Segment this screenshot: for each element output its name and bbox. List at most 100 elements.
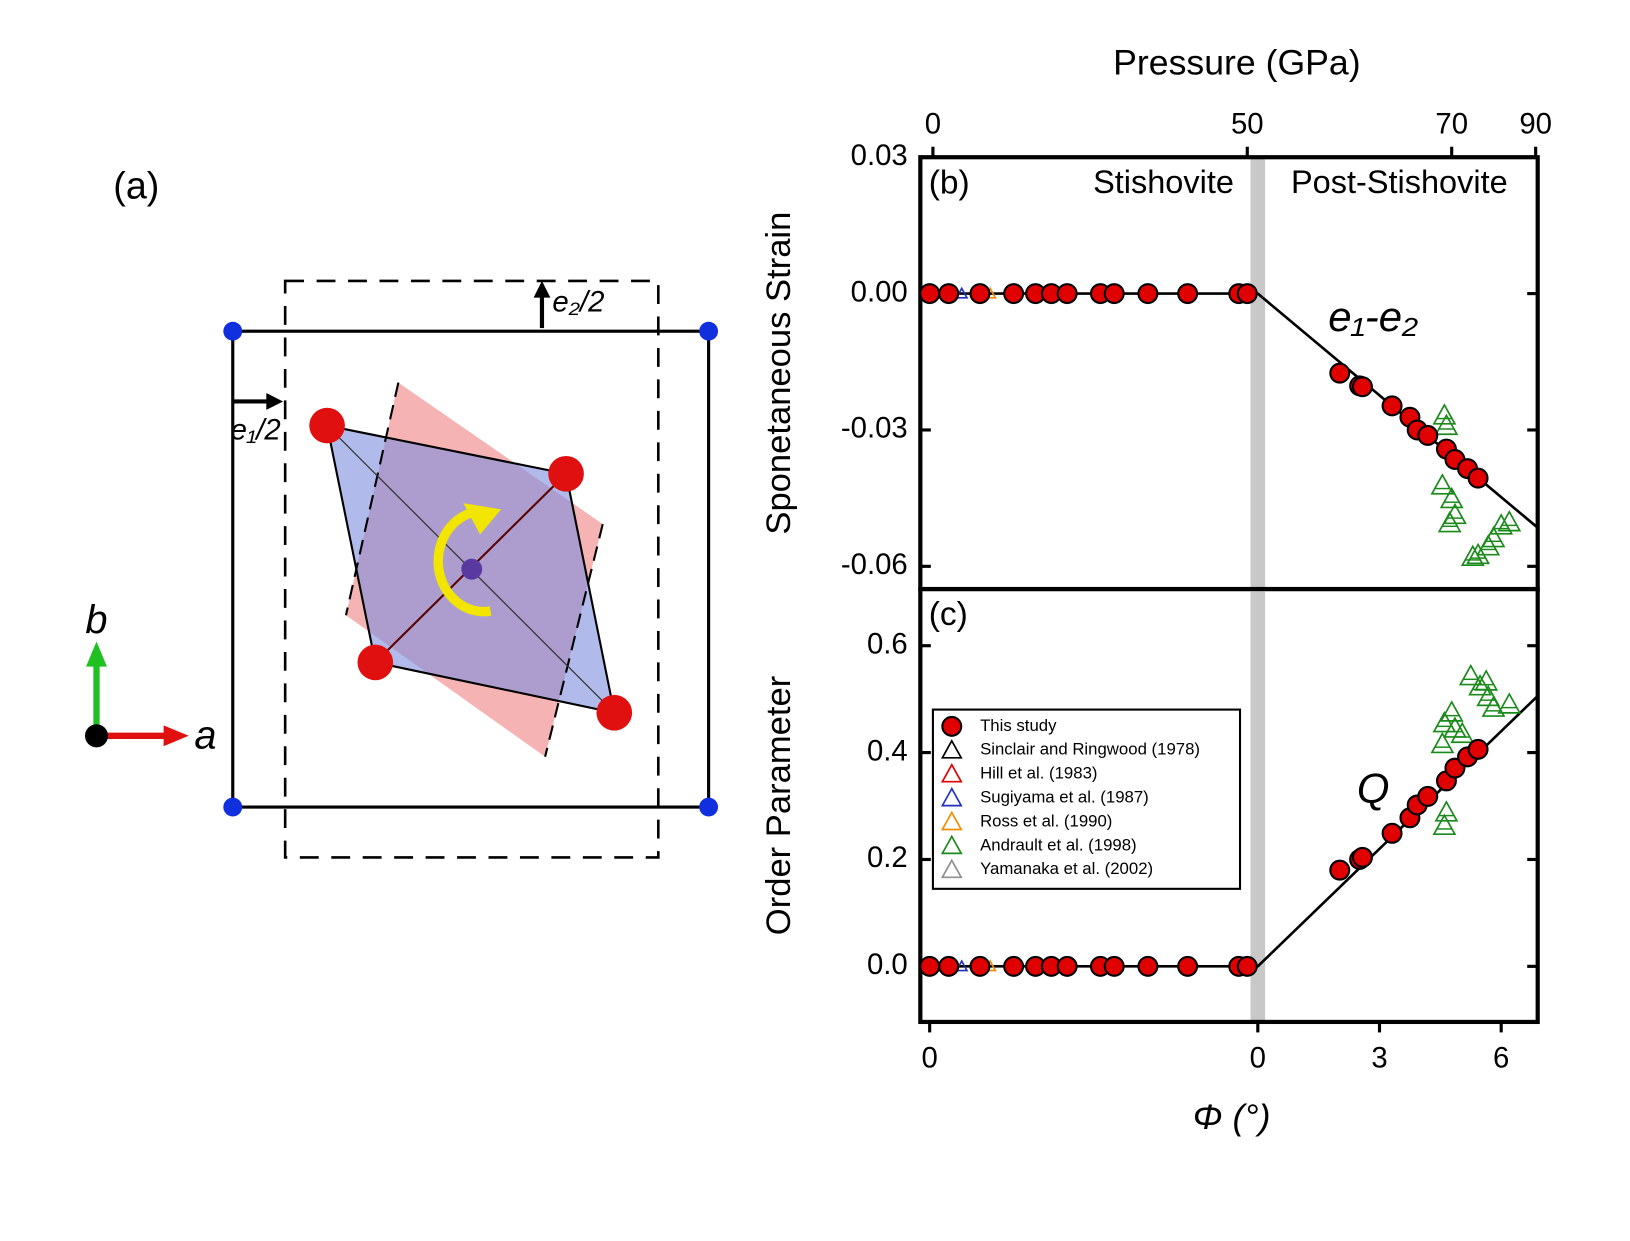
x-tick-label: 50 — [1231, 108, 1264, 141]
axis-label: a — [194, 713, 216, 757]
y-tick-label: 0.2 — [867, 841, 908, 874]
legend-label: This study — [980, 716, 1057, 735]
o-atom — [357, 644, 394, 681]
data-point — [1430, 473, 1455, 495]
data-point — [1329, 362, 1351, 384]
data-point — [1497, 510, 1522, 532]
data-point — [1137, 955, 1159, 977]
y-tick-label: 0.6 — [867, 627, 908, 660]
strained-cell — [283, 279, 660, 859]
x-tick-label: 6 — [1493, 1041, 1509, 1074]
strain-label: e₁/2 — [231, 414, 281, 447]
plot-frame — [918, 155, 1540, 592]
data-point — [1056, 283, 1078, 305]
data-point — [1236, 283, 1258, 305]
legend-label: Yamanaka et al. (2002) — [980, 859, 1153, 878]
legend-label: Ross et al. (1990) — [980, 811, 1112, 830]
fit-line — [929, 292, 1539, 529]
data-point — [1430, 731, 1455, 754]
data-point — [1329, 859, 1351, 881]
region-label: Post-Stishovite — [1291, 164, 1508, 200]
panel-label: (b) — [929, 164, 970, 201]
legend-marker — [940, 762, 963, 783]
legend-label: Andrault et al. (1998) — [980, 835, 1137, 854]
data-point — [1458, 663, 1483, 686]
data-point — [1468, 674, 1493, 696]
data-point — [1177, 955, 1199, 977]
data-point — [1434, 800, 1459, 822]
data-point — [1489, 513, 1514, 535]
y-tick-label: 0.0 — [867, 948, 908, 981]
transition-band — [1250, 589, 1266, 1022]
strain-label: e₂/2 — [552, 286, 604, 319]
data-point — [1476, 534, 1501, 556]
panel-label: (c) — [929, 596, 968, 633]
annotation: Q — [1357, 764, 1390, 811]
data-point — [938, 955, 960, 977]
data-point — [969, 955, 991, 977]
data-point — [1432, 710, 1457, 733]
annotation: e₁-e₂ — [1328, 293, 1418, 340]
panel-label: (a) — [113, 165, 159, 207]
data-point — [1417, 424, 1439, 446]
x-tick-label: 0 — [925, 108, 941, 141]
data-point — [1137, 283, 1159, 305]
plot-frame — [918, 586, 1540, 1025]
data-point — [1432, 403, 1457, 425]
data-point — [919, 955, 941, 977]
corner-atom — [699, 797, 719, 817]
o-atom — [548, 455, 584, 492]
data-point — [1056, 955, 1078, 977]
data-point — [1381, 395, 1403, 417]
o-atoms — [309, 407, 633, 731]
data-point — [1351, 376, 1373, 398]
data-point — [969, 283, 991, 305]
data-point — [1467, 467, 1489, 489]
data-point — [919, 283, 941, 305]
data-point — [1003, 283, 1025, 305]
x-tick-label: 3 — [1371, 1041, 1387, 1074]
data-point — [1351, 846, 1373, 868]
data-point — [1381, 822, 1403, 844]
legend-marker — [940, 786, 963, 807]
region-label: Stishovite — [1093, 164, 1234, 200]
data-point — [1003, 955, 1025, 977]
data-point — [1103, 283, 1125, 305]
data-point — [1439, 486, 1464, 509]
data-point — [1460, 544, 1485, 567]
unit-cell — [231, 329, 711, 809]
legend-marker — [940, 858, 963, 879]
x-axis-label: Pressure (GPa) — [1113, 42, 1360, 82]
data-point — [1439, 700, 1464, 722]
data-point — [1177, 283, 1199, 305]
o-atom — [596, 694, 633, 731]
data-point — [1432, 813, 1457, 836]
y-tick-label: -0.06 — [841, 548, 908, 581]
legend-marker — [940, 834, 963, 855]
corner-atom — [223, 321, 243, 341]
legend-label: Hill et al. (1983) — [980, 764, 1097, 783]
rotation-arrow — [433, 506, 492, 617]
si-atom — [461, 558, 483, 580]
y-tick-label: 0.00 — [851, 275, 908, 308]
y-tick-label: 0.03 — [851, 139, 908, 172]
data-point — [1481, 695, 1506, 717]
y-tick-label: 0.4 — [867, 734, 908, 767]
data-point — [1434, 413, 1459, 436]
strain-arrow-head — [266, 393, 284, 410]
legend-label: Sinclair and Ringwood (1978) — [980, 740, 1200, 759]
o-atom — [309, 407, 345, 444]
panel-a: (a) e₂/2 e₁/2 b a — [84, 165, 719, 859]
corner-atom — [699, 321, 719, 341]
data-point — [1437, 510, 1462, 533]
legend-marker — [940, 810, 963, 831]
x-tick-label: 0 — [1250, 1041, 1266, 1074]
legend-marker — [941, 715, 963, 737]
axis-b-head — [86, 641, 107, 667]
transition-band — [1250, 157, 1266, 590]
legend-box — [931, 708, 1242, 890]
edge — [344, 382, 400, 616]
y-tick-label: -0.03 — [841, 412, 908, 445]
data-point — [1417, 785, 1439, 807]
